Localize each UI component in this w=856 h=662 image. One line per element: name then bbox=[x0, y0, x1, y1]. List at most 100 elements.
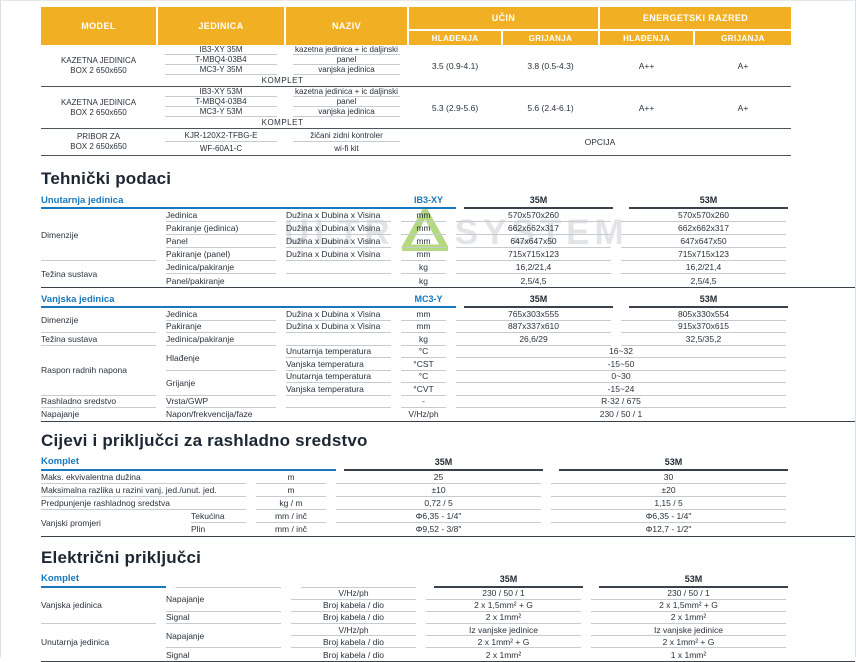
row-sub-label: Napon/frekvencija/faze bbox=[166, 409, 253, 420]
model-name: KAZETNA JEDINICA BOX 2 650x650 bbox=[60, 55, 137, 75]
value-35m: 647x647x50 bbox=[456, 235, 611, 248]
value-both: R-32 / 675 bbox=[456, 396, 786, 408]
row-desc: Dužina x Dubina x Visina bbox=[286, 235, 391, 248]
row-group-label: Napajanje bbox=[41, 409, 80, 420]
row-sub-label: Plin bbox=[191, 524, 206, 534]
row-desc: Dužina x Dubina x Visina bbox=[286, 209, 391, 222]
value-35m: 25 bbox=[336, 471, 541, 484]
row-unit: °CVT bbox=[401, 383, 446, 396]
row-sub-label: Tekućina bbox=[191, 510, 246, 523]
subsection-header-indoor: Unutarnja jedinica IB3-XY bbox=[41, 193, 456, 209]
value-35m: Φ6,35 - 1/4" bbox=[336, 510, 541, 523]
cooling-capacity-value: 5.3 (2.9-5.6) bbox=[431, 102, 479, 113]
row-label: Predpunjenje rashladnog sredstva bbox=[41, 497, 246, 510]
col-header-ucin-grijanja: GRIJANJA bbox=[503, 31, 598, 45]
model-group-53m: KAZETNA JEDINICA BOX 2 650x650 IB3-XY 53… bbox=[41, 87, 791, 129]
col-header-ucin: UČIN bbox=[409, 7, 598, 29]
row-unit: mm bbox=[401, 235, 446, 248]
value-35m: 2 x 1,5mm² + G bbox=[426, 600, 581, 612]
row-sub-label: Panel/pakiranje bbox=[166, 275, 225, 286]
row-sub-label: Signal bbox=[166, 612, 281, 625]
value-53m: 570x570x260 bbox=[621, 209, 786, 222]
row-desc: V/Hz/ph bbox=[291, 624, 416, 637]
energy-class-cooling: A++ bbox=[638, 60, 655, 71]
row-sub-label: Grijanje bbox=[166, 371, 276, 396]
value-53m: 230 / 50 / 1 bbox=[591, 588, 786, 600]
subsection-header-komplet: Komplet bbox=[41, 455, 336, 471]
value-35m: 765x303x555 bbox=[456, 308, 611, 321]
row-unit: mm bbox=[401, 308, 446, 321]
row-sub-label: Jedinica bbox=[166, 209, 276, 222]
column-header-53m: 53M bbox=[559, 455, 788, 471]
value-53m: 715x715x123 bbox=[621, 248, 786, 261]
energy-class-cooling: A++ bbox=[638, 102, 655, 113]
value-53m: 2 x 1mm² bbox=[591, 612, 786, 625]
row-desc bbox=[286, 274, 391, 287]
value-53m: 2 x 1,5mm² + G bbox=[591, 600, 786, 612]
row-unit: °C bbox=[401, 346, 446, 358]
row-desc: Dužina x Dubina x Visina bbox=[286, 321, 391, 333]
cooling-capacity-value: 3.5 (0.9-4.1) bbox=[431, 60, 479, 71]
value-35m: 2 x 1mm² bbox=[426, 612, 581, 625]
row-desc: Broj kabela / dio bbox=[323, 649, 384, 660]
row-sub-label: Signal bbox=[166, 649, 190, 660]
accessory-name: žičani zidni kontroler bbox=[293, 129, 400, 142]
unit-name: kazetna jedinica + ic daljinski bbox=[293, 45, 400, 55]
row-sub-label: Napajanje bbox=[166, 624, 281, 649]
energy-class-heating: A+ bbox=[737, 102, 749, 113]
subsection-label: Komplet bbox=[41, 456, 79, 467]
column-header-53m: 53M bbox=[629, 292, 788, 308]
subsection-header-outdoor: Vanjska jedinica MC3-Y bbox=[41, 292, 456, 308]
row-sub-label: Pakiranje (panel) bbox=[166, 248, 276, 261]
row-label: Maks. ekvivalentna dužina bbox=[41, 471, 246, 484]
row-desc: Broj kabela / dio bbox=[291, 636, 416, 649]
value-53m: Φ6,35 - 1/4" bbox=[551, 510, 786, 523]
heating-capacity-value: 3.8 (0.5-4.3) bbox=[527, 60, 574, 71]
row-unit: - bbox=[401, 396, 446, 408]
header-line bbox=[301, 572, 416, 588]
value-53m: 647x647x50 bbox=[621, 235, 786, 248]
row-unit: °CST bbox=[401, 358, 446, 371]
value-35m: 2 x 1mm² + G bbox=[426, 636, 581, 649]
unit-name: kazetna jedinica + ic daljinski bbox=[293, 87, 400, 97]
unit-name: vanjska jedinica bbox=[293, 107, 400, 117]
value-53m: Iz vanjske jedinice bbox=[591, 624, 786, 637]
option-label: OPCIJA bbox=[584, 137, 616, 147]
accessory-name: wi-fi kit bbox=[334, 144, 359, 153]
row-label: Maksimalna razlika u razini vanj. jed./u… bbox=[41, 484, 246, 497]
value-35m: ±10 bbox=[336, 484, 541, 497]
indoor-unit-table: Unutarnja jedinica IB3-XY 35M 53M Dimenz… bbox=[41, 193, 855, 288]
value-35m: 16,2/21,4 bbox=[456, 261, 611, 274]
row-sub-label: Panel bbox=[166, 235, 276, 248]
value-53m: 16,2/21,4 bbox=[621, 261, 786, 274]
row-desc: Dužina x Dubina x Visina bbox=[286, 308, 391, 321]
row-group-label: Vanjski promjeri bbox=[41, 517, 101, 528]
value-35m: 2 x 1mm² bbox=[485, 649, 522, 660]
row-group-label: Težina sustava bbox=[41, 333, 156, 346]
value-53m: 915x370x615 bbox=[621, 321, 786, 333]
electric-table: Komplet 35M 53M Vanjska jedinica Napajan… bbox=[41, 572, 855, 662]
accessory-code: WF-60A1-C bbox=[199, 144, 243, 153]
row-desc: Dužina x Dubina x Visina bbox=[286, 248, 391, 261]
row-desc bbox=[286, 261, 391, 274]
value-both: 16~32 bbox=[456, 346, 786, 358]
outdoor-unit-table: Vanjska jedinica MC3-Y 35M 53M Dimenzije… bbox=[41, 292, 855, 422]
row-desc: Dužina x Dubina x Visina bbox=[286, 222, 391, 235]
row-group-label: Dimenzije bbox=[41, 308, 156, 333]
value-53m: 30 bbox=[551, 471, 786, 484]
col-header-energy-grijanja: GRIJANJA bbox=[695, 31, 791, 45]
model-name: KAZETNA JEDINICA BOX 2 650x650 bbox=[60, 97, 137, 117]
row-unit: kg bbox=[419, 275, 428, 286]
section-title-electric: Električni priključci bbox=[41, 547, 202, 567]
column-header-53m: 53M bbox=[629, 193, 788, 209]
unit-code: MC3-Y 35M bbox=[165, 65, 277, 75]
row-sub-label: Napajanje bbox=[166, 588, 281, 612]
row-unit: V/Hz/ph bbox=[408, 409, 439, 420]
row-unit: mm bbox=[401, 248, 446, 261]
komplet-label: KOMPLET bbox=[261, 118, 304, 127]
model-group-35m: KAZETNA JEDINICA BOX 2 650x650 IB3-XY 35… bbox=[41, 45, 791, 87]
value-53m: 32,5/35,2 bbox=[621, 333, 786, 346]
unit-code: IB3-XY 35M bbox=[165, 45, 277, 55]
row-desc: Vanjska temperatura bbox=[286, 358, 391, 371]
row-unit: kg / m bbox=[256, 497, 326, 510]
